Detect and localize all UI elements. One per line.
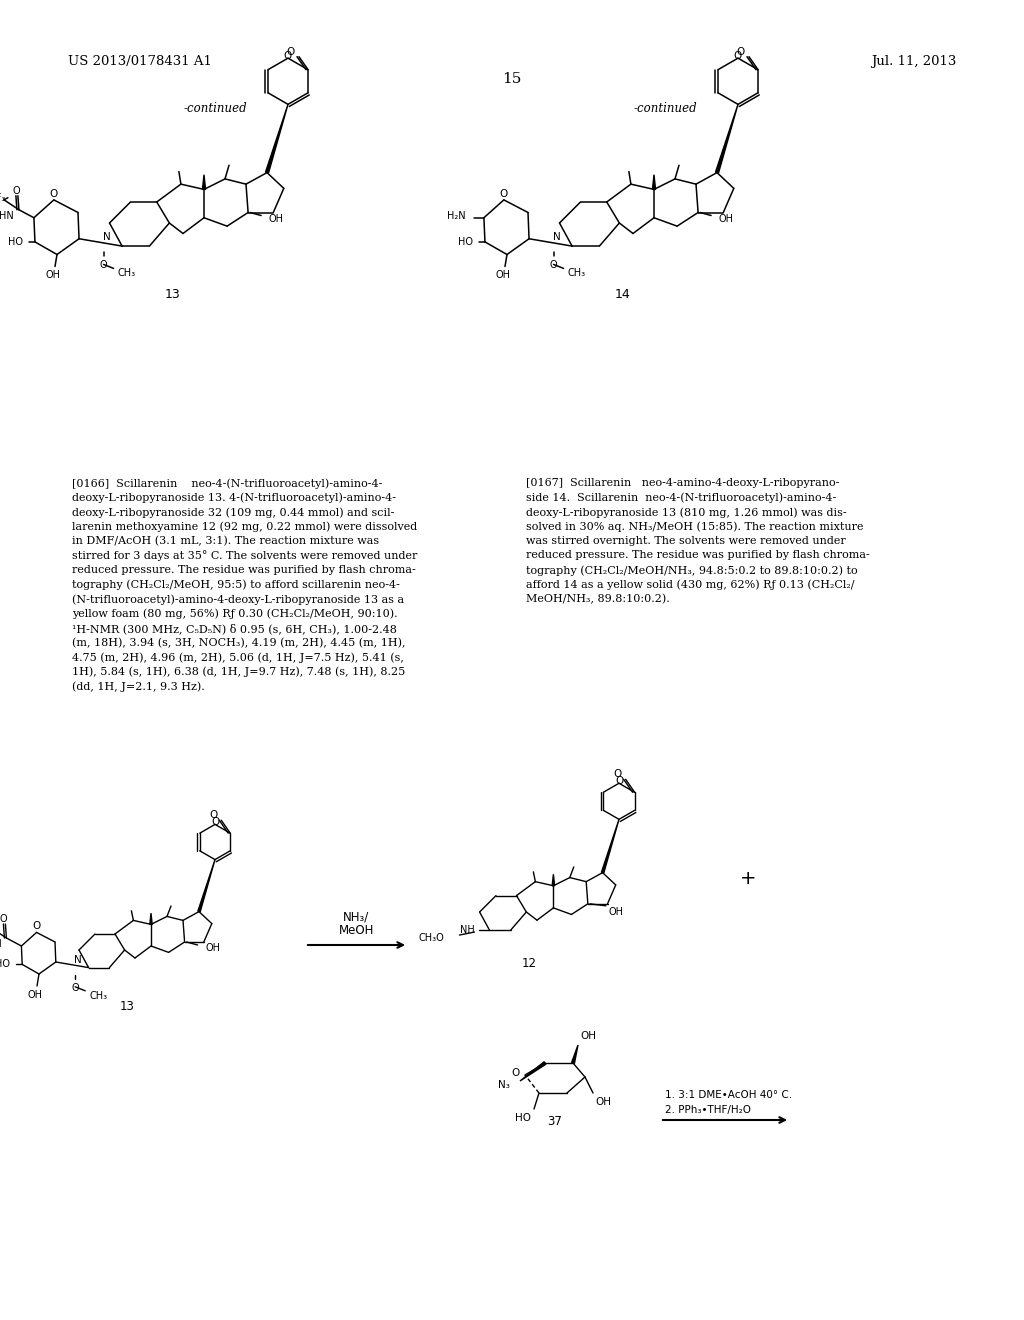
Text: (N-trifluoroacetyl)-amino-4-deoxy-L-ribopyranoside 13 as a: (N-trifluoroacetyl)-amino-4-deoxy-L-ribo… (72, 594, 404, 605)
Text: HN: HN (0, 211, 14, 220)
Text: O: O (550, 260, 557, 271)
Text: O: O (614, 776, 624, 787)
Polygon shape (520, 1061, 546, 1081)
Text: OH: OH (595, 1097, 611, 1107)
Text: deoxy-L-ribopyranoside 13 (810 mg, 1.26 mmol) was dis-: deoxy-L-ribopyranoside 13 (810 mg, 1.26 … (526, 507, 847, 517)
Text: 15: 15 (503, 73, 521, 86)
Text: afford 14 as a yellow solid (430 mg, 62%) Rƒ 0.13 (CH₂Cl₂/: afford 14 as a yellow solid (430 mg, 62%… (526, 579, 854, 590)
Text: OH: OH (45, 271, 60, 281)
Text: O: O (211, 817, 219, 828)
Text: N₃: N₃ (498, 1080, 510, 1090)
Text: N: N (102, 232, 111, 243)
Text: O: O (209, 810, 217, 820)
Text: OH: OH (719, 214, 733, 223)
Text: 1. 3:1 DME•AcOH 40° C.: 1. 3:1 DME•AcOH 40° C. (665, 1090, 793, 1100)
Text: O: O (613, 770, 622, 779)
Text: O: O (72, 983, 79, 993)
Text: 12: 12 (521, 957, 537, 970)
Text: [0167]  Scillarenin   neo-4-amino-4-deoxy-L-ribopyrano-: [0167] Scillarenin neo-4-amino-4-deoxy-L… (526, 478, 840, 488)
Text: O: O (50, 189, 58, 199)
Text: larenin methoxyamine 12 (92 mg, 0.22 mmol) were dissolved: larenin methoxyamine 12 (92 mg, 0.22 mmo… (72, 521, 417, 532)
Text: CH₃: CH₃ (89, 991, 108, 1001)
Text: (m, 18H), 3.94 (s, 3H, NOCH₃), 4.19 (m, 2H), 4.45 (m, 1H),: (m, 18H), 3.94 (s, 3H, NOCH₃), 4.19 (m, … (72, 638, 406, 648)
Text: tography (CH₂Cl₂/MeOH, 95:5) to afford scillarenin neo-4-: tography (CH₂Cl₂/MeOH, 95:5) to afford s… (72, 579, 400, 590)
Polygon shape (552, 874, 555, 886)
Text: O: O (736, 46, 745, 57)
Text: US 2013/0178431 A1: US 2013/0178431 A1 (68, 55, 212, 69)
Text: N: N (553, 232, 560, 243)
Text: HO: HO (0, 960, 10, 969)
Text: deoxy-L-ribopyranoside 32 (109 mg, 0.44 mmol) and scil-: deoxy-L-ribopyranoside 32 (109 mg, 0.44 … (72, 507, 394, 517)
Text: O: O (0, 913, 7, 924)
Text: HO: HO (458, 236, 473, 247)
Text: stirred for 3 days at 35° C. The solvents were removed under: stirred for 3 days at 35° C. The solvent… (72, 550, 418, 561)
Text: O: O (99, 260, 108, 271)
Text: MeOH/NH₃, 89.8:10:0.2).: MeOH/NH₃, 89.8:10:0.2). (526, 594, 670, 605)
Text: 37: 37 (548, 1115, 562, 1129)
Text: CH₃: CH₃ (118, 268, 136, 279)
Text: Jul. 11, 2013: Jul. 11, 2013 (870, 55, 956, 69)
Text: OH: OH (608, 907, 624, 917)
Text: +: + (739, 869, 757, 887)
Text: H₂N: H₂N (447, 211, 466, 220)
Text: reduced pressure. The residue was purified by flash chroma-: reduced pressure. The residue was purifi… (72, 565, 416, 576)
Text: solved in 30% aq. NH₃/MeOH (15:85). The reaction mixture: solved in 30% aq. NH₃/MeOH (15:85). The … (526, 521, 863, 532)
Text: [0166]  Scillarenin    neo-4-(N-trifluoroacetyl)-amino-4-: [0166] Scillarenin neo-4-(N-trifluoroace… (72, 478, 382, 488)
Polygon shape (265, 104, 288, 173)
Text: CF₃: CF₃ (0, 193, 6, 203)
Text: 14: 14 (614, 288, 631, 301)
Text: CH₃O: CH₃O (419, 933, 444, 942)
Text: in DMF/AcOH (3.1 mL, 3:1). The reaction mixture was: in DMF/AcOH (3.1 mL, 3:1). The reaction … (72, 536, 379, 546)
Text: ¹H-NMR (300 MHz, C₅D₅N) δ 0.95 (s, 6H, CH₃), 1.00-2.48: ¹H-NMR (300 MHz, C₅D₅N) δ 0.95 (s, 6H, C… (72, 623, 397, 634)
Text: O: O (33, 921, 41, 932)
Text: O: O (287, 46, 295, 57)
Text: 4.75 (m, 2H), 4.96 (m, 2H), 5.06 (d, 1H, J=7.5 Hz), 5.41 (s,: 4.75 (m, 2H), 4.96 (m, 2H), 5.06 (d, 1H,… (72, 652, 403, 663)
Text: HO: HO (515, 1113, 531, 1123)
Polygon shape (150, 913, 153, 924)
Text: OH: OH (268, 214, 284, 223)
Text: OH: OH (205, 942, 220, 953)
Text: O: O (512, 1068, 520, 1078)
Text: CH₃: CH₃ (567, 268, 586, 279)
Polygon shape (203, 174, 206, 189)
Polygon shape (198, 859, 215, 912)
Text: was stirred overnight. The solvents were removed under: was stirred overnight. The solvents were… (526, 536, 846, 546)
Text: MeOH: MeOH (339, 924, 374, 937)
Text: reduced pressure. The residue was purified by flash chroma-: reduced pressure. The residue was purifi… (526, 550, 869, 561)
Text: -continued: -continued (633, 102, 696, 115)
Text: O: O (284, 51, 292, 61)
Text: NH: NH (460, 925, 474, 935)
Text: 13: 13 (165, 288, 180, 301)
Text: side 14.  Scillarenin  neo-4-(N-trifluoroacetyl)-amino-4-: side 14. Scillarenin neo-4-(N-trifluoroa… (526, 492, 837, 503)
Text: deoxy-L-ribopyranoside 13. 4-(N-trifluoroacetyl)-amino-4-: deoxy-L-ribopyranoside 13. 4-(N-trifluor… (72, 492, 396, 503)
Text: HN: HN (0, 939, 1, 949)
Text: (dd, 1H, J=2.1, 9.3 Hz).: (dd, 1H, J=2.1, 9.3 Hz). (72, 681, 205, 692)
Polygon shape (652, 174, 655, 189)
Text: OH: OH (496, 271, 511, 281)
Text: 13: 13 (120, 999, 134, 1012)
Text: 2. PPh₃•THF/H₂O: 2. PPh₃•THF/H₂O (665, 1105, 751, 1115)
Polygon shape (571, 1045, 578, 1064)
Polygon shape (716, 104, 738, 173)
Polygon shape (601, 820, 618, 873)
Text: -continued: -continued (183, 102, 247, 115)
Text: NH₃/: NH₃/ (343, 909, 370, 923)
Text: OH: OH (28, 990, 43, 1001)
Text: OH: OH (580, 1031, 596, 1041)
Text: O: O (500, 189, 508, 199)
Text: yellow foam (80 mg, 56%) Rƒ 0.30 (CH₂Cl₂/MeOH, 90:10).: yellow foam (80 mg, 56%) Rƒ 0.30 (CH₂Cl₂… (72, 609, 397, 619)
Text: tography (CH₂Cl₂/MeOH/NH₃, 94.8:5:0.2 to 89.8:10:0.2) to: tography (CH₂Cl₂/MeOH/NH₃, 94.8:5:0.2 to… (526, 565, 858, 576)
Text: O: O (734, 51, 742, 61)
Text: N: N (75, 954, 82, 965)
Text: 1H), 5.84 (s, 1H), 6.38 (d, 1H, J=9.7 Hz), 7.48 (s, 1H), 8.25: 1H), 5.84 (s, 1H), 6.38 (d, 1H, J=9.7 Hz… (72, 667, 406, 677)
Text: O: O (12, 186, 19, 195)
Text: HO: HO (8, 236, 23, 247)
